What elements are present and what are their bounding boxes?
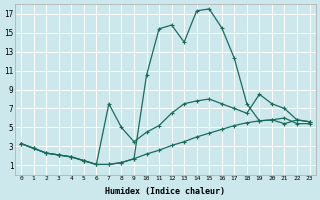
X-axis label: Humidex (Indice chaleur): Humidex (Indice chaleur) xyxy=(105,187,225,196)
